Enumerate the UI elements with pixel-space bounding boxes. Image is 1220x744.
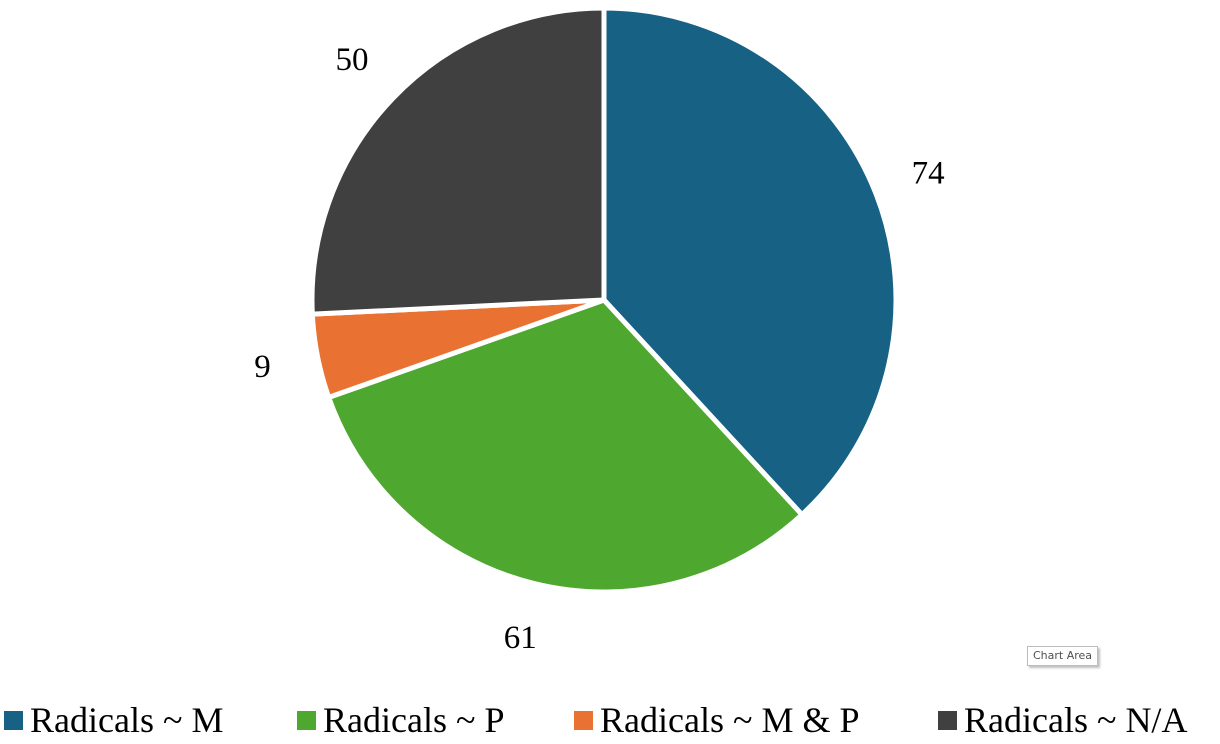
legend-swatch-radicals-m xyxy=(4,710,23,730)
legend-item-radicals-p: Radicals ~ P xyxy=(297,696,504,744)
pie-slice-radicals-na[interactable] xyxy=(309,5,607,317)
legend: Radicals ~ M Radicals ~ P Radicals ~ M &… xyxy=(0,696,1220,744)
data-label-radicals-p: 61 xyxy=(504,620,537,656)
legend-label: Radicals ~ P xyxy=(323,700,505,740)
legend-swatch-radicals-p xyxy=(297,710,316,730)
legend-swatch-radicals-m-and-p xyxy=(574,710,593,730)
legend-label: Radicals ~ N/A xyxy=(964,700,1188,740)
chart-area-tooltip: Chart Area xyxy=(1027,646,1099,666)
data-label-radicals-m: 74 xyxy=(912,155,945,191)
data-label-radicals-m-and-p: 9 xyxy=(254,349,271,385)
legend-label: Radicals ~ M xyxy=(30,700,224,740)
legend-label: Radicals ~ M & P xyxy=(600,700,860,740)
legend-item-radicals-m-and-p: Radicals ~ M & P xyxy=(574,696,859,744)
pie-slice-radicals-m[interactable] xyxy=(601,5,899,518)
legend-swatch-radicals-na xyxy=(938,710,957,730)
legend-item-radicals-na: Radicals ~ N/A xyxy=(938,696,1187,744)
legend-item-radicals-m: Radicals ~ M xyxy=(4,696,223,744)
pie-slice-radicals-p[interactable] xyxy=(326,297,805,595)
data-label-radicals-na: 50 xyxy=(336,42,369,78)
pie-chart: 74 61 9 50 xyxy=(254,5,945,656)
